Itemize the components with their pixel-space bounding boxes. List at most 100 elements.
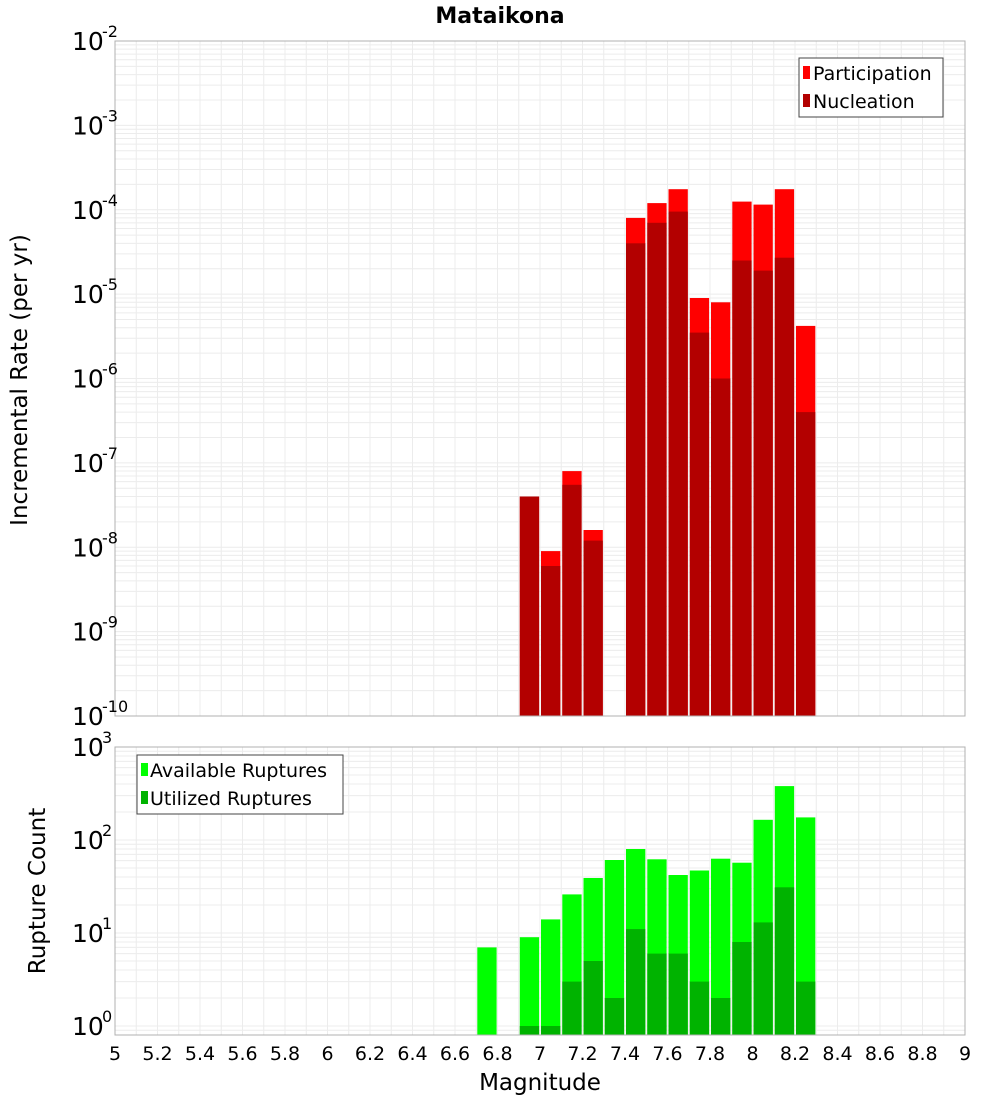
x-tick-label: 9 bbox=[959, 1043, 971, 1065]
rate-y-tick-exponent: -10 bbox=[102, 697, 128, 716]
x-tick-label: 7.6 bbox=[652, 1043, 682, 1065]
rate-y-tick-base: 10 bbox=[72, 27, 104, 56]
count-y-tick-exponent: 3 bbox=[102, 728, 112, 747]
x-tick-label: 7.8 bbox=[695, 1043, 725, 1065]
utilized-ruptures-bar bbox=[562, 981, 582, 1035]
utilized-ruptures-bar bbox=[604, 998, 625, 1035]
rate-y-tick-base: 10 bbox=[72, 449, 104, 478]
rate-legend: Participation Nucleation bbox=[798, 57, 944, 118]
available-ruptures-bar bbox=[711, 858, 731, 1035]
utilized-ruptures-bar bbox=[647, 953, 667, 1035]
count-y-tick-base: 10 bbox=[72, 826, 104, 855]
rate-y-tick-base: 10 bbox=[72, 111, 104, 140]
rate-y-tick-base: 10 bbox=[72, 365, 104, 394]
utilized-ruptures-bar bbox=[689, 981, 710, 1035]
available-ruptures-bar bbox=[477, 947, 497, 1035]
count-y-tick-exponent: 1 bbox=[102, 914, 112, 933]
utilized-ruptures-bar bbox=[732, 942, 752, 1035]
utilized-ruptures-bar bbox=[583, 961, 603, 1035]
chart-title: Mataikona bbox=[435, 4, 564, 29]
rate-y-tick-exponent: -4 bbox=[102, 191, 118, 210]
x-tick-label: 6.6 bbox=[440, 1043, 470, 1065]
rate-y-tick-base: 10 bbox=[72, 280, 104, 309]
x-tick-label: 8 bbox=[746, 1043, 758, 1065]
x-tick-label: 8.6 bbox=[865, 1043, 895, 1065]
rate-y-tick-base: 10 bbox=[72, 702, 104, 731]
utilized-ruptures-bar bbox=[668, 953, 688, 1035]
count-y-tick-base: 10 bbox=[72, 919, 104, 948]
count-y-tick-base: 10 bbox=[72, 733, 104, 762]
nucleation-legend-swatch bbox=[803, 94, 810, 107]
rate-plot-bars bbox=[519, 189, 816, 717]
count-plot-grid bbox=[114, 747, 966, 1036]
utilized-ruptures-bar bbox=[626, 929, 646, 1035]
nucleation-bar bbox=[519, 496, 540, 716]
utilized-ruptures-bar bbox=[796, 981, 816, 1035]
utilized-legend-label: Utilized Ruptures bbox=[150, 788, 312, 810]
x-tick-label: 6.4 bbox=[397, 1043, 427, 1065]
rate-plot-frame bbox=[114, 40, 966, 717]
x-tick-label: 7.4 bbox=[610, 1043, 640, 1065]
count-y-tick-base: 10 bbox=[72, 1012, 104, 1041]
utilized-legend-swatch bbox=[141, 791, 148, 804]
utilized-ruptures-bar bbox=[753, 922, 773, 1035]
nucleation-bar bbox=[711, 378, 731, 716]
x-tick-label: 7.2 bbox=[567, 1043, 597, 1065]
nucleation-bar bbox=[541, 566, 561, 716]
count-legend-box bbox=[136, 754, 344, 815]
rate-y-tick-exponent: -3 bbox=[102, 106, 118, 125]
available-ruptures-bar bbox=[519, 937, 540, 1035]
utilized-ruptures-bar bbox=[541, 1026, 561, 1035]
rate-y-tick-base: 10 bbox=[72, 196, 104, 225]
x-tick-label: 7 bbox=[534, 1043, 546, 1065]
count-plot-bars bbox=[477, 786, 816, 1035]
nucleation-bar bbox=[732, 260, 752, 716]
count-y-tick-exponent: 0 bbox=[102, 1007, 112, 1026]
x-tick-labels: 5 5.2 5.4 5.6 5.8 6 6.2 6.4 6.6 6.8 7 7.2 7.4 7.6 7.8 8… bbox=[109, 1043, 971, 1065]
nucleation-bar bbox=[562, 484, 582, 716]
x-tick-label: 8.2 bbox=[780, 1043, 810, 1065]
available-ruptures-bar bbox=[604, 860, 625, 1035]
x-tick-label: 6.8 bbox=[482, 1043, 512, 1065]
nucleation-bar bbox=[796, 412, 816, 716]
rate-y-tick-exponent: -7 bbox=[102, 444, 118, 463]
utilized-ruptures-bar bbox=[774, 887, 795, 1035]
x-tick-label: 5.4 bbox=[185, 1043, 215, 1065]
rate-y-tick-exponent: -8 bbox=[102, 528, 118, 547]
nucleation-bar bbox=[626, 243, 646, 717]
available-legend-label: Available Ruptures bbox=[150, 760, 327, 782]
rate-y-tick-exponent: -2 bbox=[102, 22, 118, 41]
x-tick-label: 8.4 bbox=[822, 1043, 852, 1065]
x-tick-label: 5.2 bbox=[142, 1043, 172, 1065]
count-legend: Available Ruptures Utilized Ruptures bbox=[136, 754, 344, 815]
x-tick-label: 6 bbox=[321, 1043, 333, 1065]
nucleation-bar bbox=[668, 211, 688, 716]
rate-y-tick-base: 10 bbox=[72, 618, 104, 647]
rate-y-tick-exponent: -5 bbox=[102, 275, 118, 294]
participation-legend-label: Participation bbox=[813, 63, 932, 85]
count-y-axis-title: Rupture Count bbox=[25, 808, 51, 974]
count-y-tick-exponent: 2 bbox=[102, 821, 112, 840]
available-ruptures-bar bbox=[541, 919, 561, 1035]
x-tick-label: 5.6 bbox=[227, 1043, 257, 1065]
rate-plot-grid bbox=[114, 41, 966, 717]
participation-legend-swatch bbox=[803, 66, 810, 79]
utilized-ruptures-bar bbox=[519, 1026, 540, 1035]
x-tick-label: 5 bbox=[109, 1043, 121, 1065]
x-tick-label: 8.8 bbox=[907, 1043, 937, 1065]
x-tick-label: 6.2 bbox=[355, 1043, 385, 1065]
rate-legend-box bbox=[798, 57, 944, 118]
utilized-ruptures-bar bbox=[711, 998, 731, 1035]
rate-y-tick-exponent: -9 bbox=[102, 613, 118, 632]
x-axis-title: Magnitude bbox=[479, 1070, 601, 1096]
nucleation-bar bbox=[774, 257, 795, 716]
nucleation-bar bbox=[583, 540, 603, 716]
rate-y-axis-title: Incremental Rate (per yr) bbox=[7, 234, 33, 526]
x-tick-label: 5.8 bbox=[270, 1043, 300, 1065]
count-plot-frame bbox=[114, 746, 966, 1036]
